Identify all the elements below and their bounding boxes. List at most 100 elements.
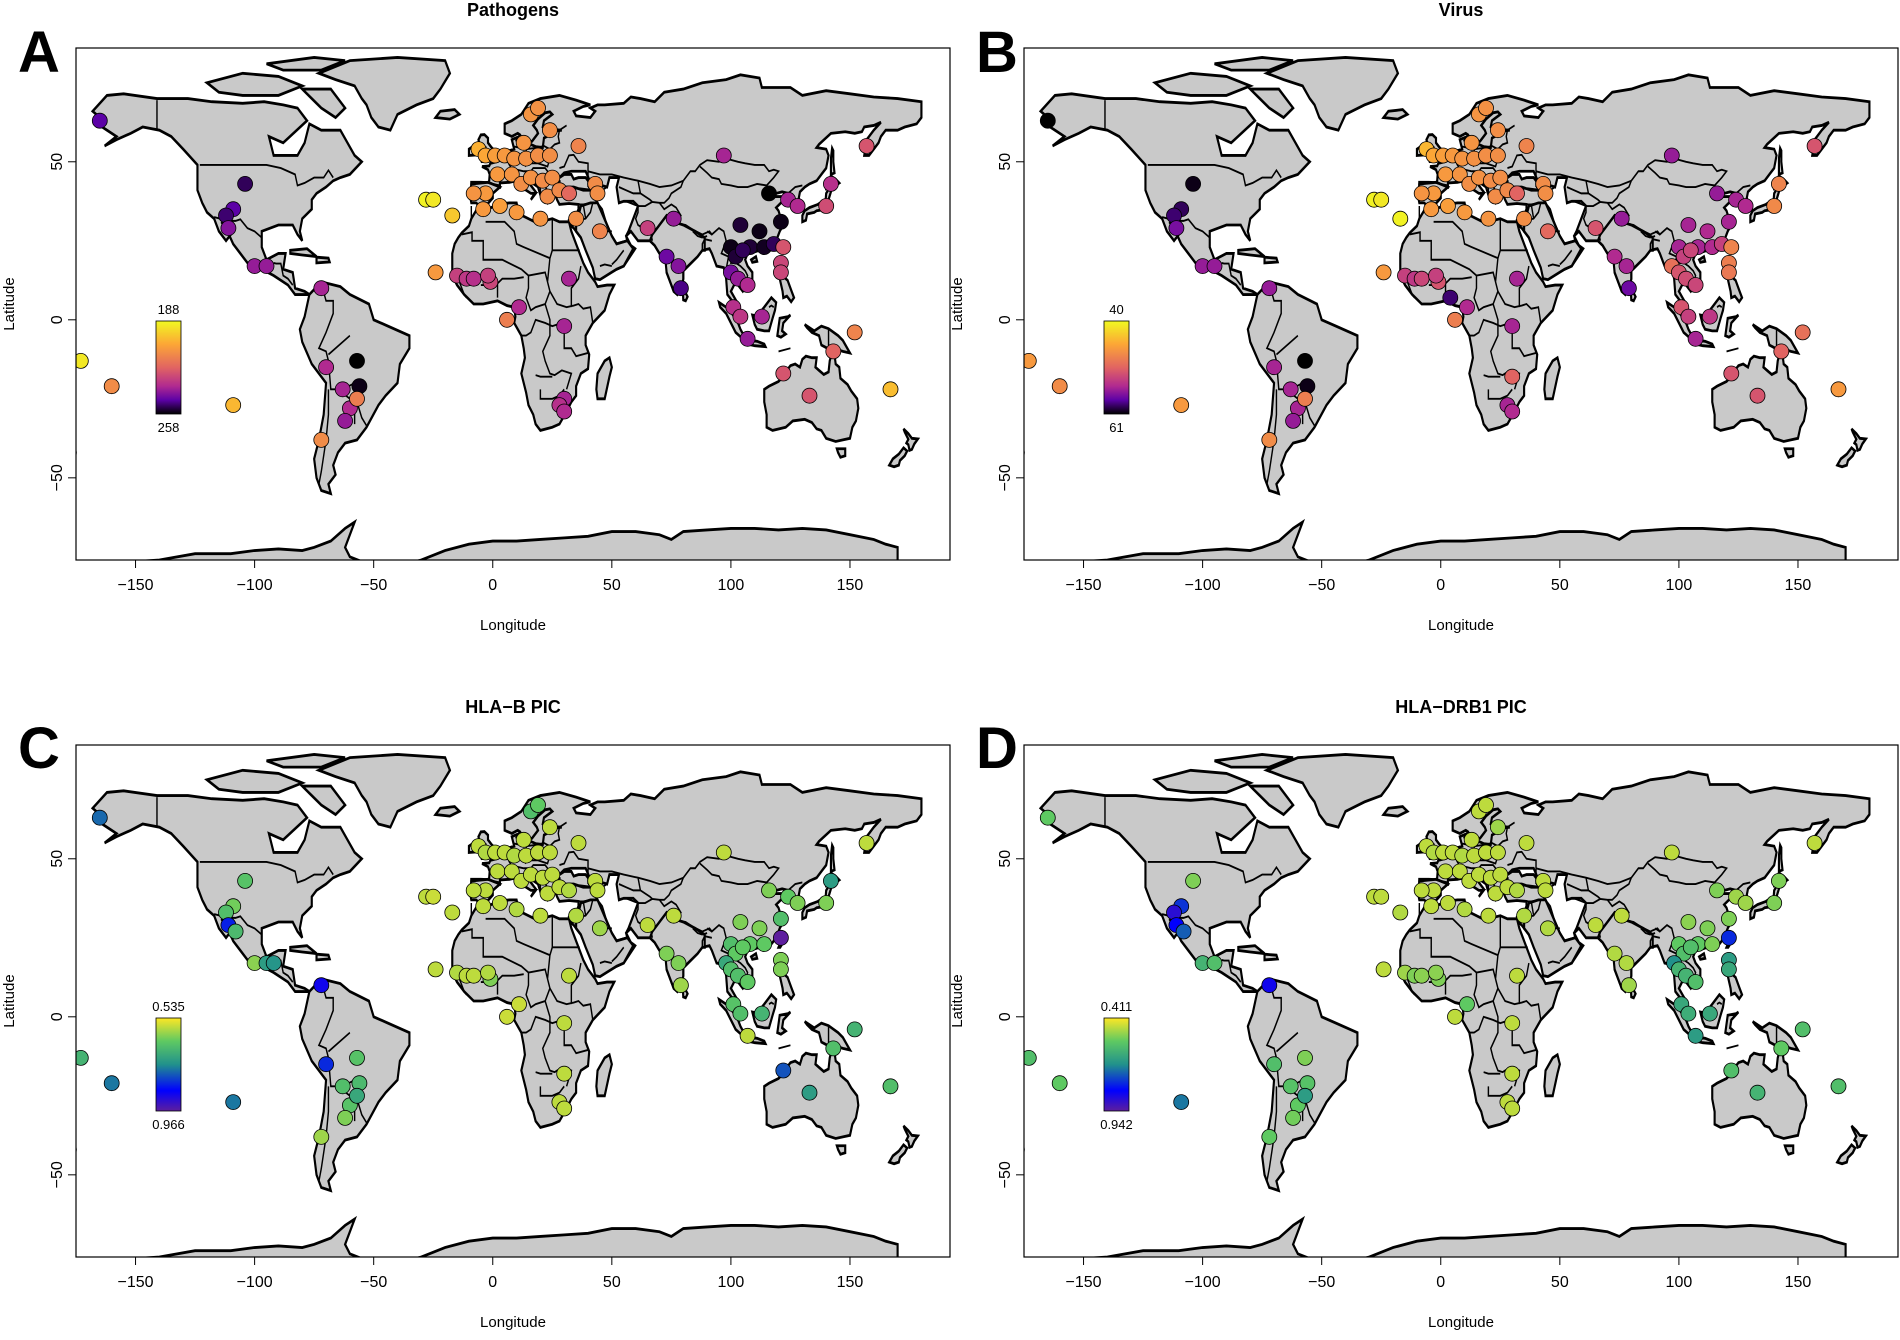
colorbar (1103, 320, 1130, 415)
data-point (715, 147, 732, 164)
data-point (1490, 819, 1506, 836)
data-point (1024, 1050, 1037, 1066)
land-masses (76, 56, 923, 560)
data-point (1682, 939, 1699, 956)
data-point (858, 835, 875, 851)
data-point (1173, 397, 1190, 414)
y-tick-label: −50 (49, 464, 66, 491)
x-tick-label: 150 (837, 1274, 864, 1291)
world-map (1024, 56, 1871, 560)
data-point (1051, 378, 1068, 395)
x-tick-label: −150 (118, 577, 154, 594)
data-point (1504, 318, 1521, 335)
x-tick-label: −150 (1066, 1274, 1102, 1291)
data-point (349, 1050, 365, 1066)
data-point (639, 220, 656, 237)
data-point (1413, 185, 1430, 202)
data-point (1766, 895, 1783, 911)
data-point (1297, 390, 1313, 407)
panel-letter: A (18, 20, 60, 85)
data-point (556, 403, 573, 420)
data-point (313, 431, 330, 448)
colorbar-top-label: 188 (158, 302, 180, 317)
data-point (542, 147, 558, 164)
data-point (756, 936, 773, 952)
x-tick-label: 50 (1551, 577, 1569, 594)
data-point (503, 166, 520, 183)
data-point (1504, 1015, 1521, 1031)
data-point (1463, 831, 1480, 848)
data-point (349, 352, 365, 369)
x-tick-label: 50 (603, 577, 621, 594)
data-point (530, 100, 546, 116)
data-point (801, 387, 818, 404)
data-points (76, 100, 899, 456)
y-axis-label: Latitude (949, 974, 966, 1027)
data-point (425, 888, 442, 905)
y-tick-label: 0 (49, 315, 66, 324)
data-point (715, 844, 732, 861)
data-point (1447, 1008, 1463, 1025)
data-point (349, 1087, 365, 1104)
data-point (775, 239, 792, 256)
data-point (1540, 920, 1556, 937)
data-point (1509, 270, 1525, 287)
data-point (1613, 907, 1630, 924)
colorbar-bottom-label: 0.942 (1100, 1117, 1133, 1132)
data-point (1721, 910, 1737, 927)
panel-title: Virus (1439, 0, 1484, 20)
x-tick-label: −150 (1066, 577, 1102, 594)
data-point (754, 308, 770, 325)
x-tick-label: −50 (360, 1274, 387, 1291)
data-point (1504, 368, 1521, 385)
colorbar-legend: 40 61 (1103, 302, 1130, 435)
data-point (1297, 1087, 1313, 1104)
data-point (1709, 882, 1725, 899)
data-point (739, 974, 756, 990)
data-point (1423, 201, 1440, 218)
data-point (789, 198, 806, 214)
data-point (1261, 1129, 1278, 1145)
data-point (465, 882, 482, 899)
data-point (773, 213, 789, 230)
data-point (1680, 217, 1697, 233)
data-point (1704, 936, 1721, 952)
data-point (1456, 901, 1473, 918)
data-point (1490, 844, 1506, 861)
data-point (1773, 1040, 1790, 1057)
world-map (76, 753, 923, 1257)
data-point (1687, 277, 1704, 293)
data-point (1621, 280, 1637, 297)
data-point (556, 318, 573, 335)
data-point (465, 185, 482, 202)
x-tick-label: 100 (1666, 1274, 1693, 1291)
data-point (1773, 343, 1790, 360)
data-point (1830, 381, 1847, 398)
data-point (1509, 882, 1525, 899)
data-point (1721, 213, 1737, 230)
plot-frame (1023, 744, 1899, 1258)
panel-a: −150 −100 −50 0 50 100 150 −50 0 50 Longitude Latit… (1, 0, 951, 634)
data-point (444, 904, 461, 921)
data-point (1285, 1110, 1301, 1126)
data-point (103, 378, 120, 395)
data-point (542, 819, 558, 836)
data-point (465, 270, 482, 287)
panel-letter: B (976, 20, 1018, 85)
data-point (658, 248, 675, 265)
data-point (427, 961, 444, 978)
colorbar-bottom-label: 0.966 (152, 1117, 185, 1132)
data-point (1285, 412, 1301, 429)
data-point (76, 353, 89, 369)
data-point (801, 1084, 818, 1101)
land-masses (76, 753, 923, 1257)
data-point (475, 201, 492, 218)
data-point (846, 1021, 863, 1038)
data-point (427, 264, 444, 281)
data-point (489, 863, 506, 880)
data-point (751, 223, 768, 240)
y-axis-label: Latitude (949, 277, 966, 330)
colorbar (155, 1017, 182, 1112)
data-point (237, 175, 254, 192)
data-point (544, 866, 561, 883)
